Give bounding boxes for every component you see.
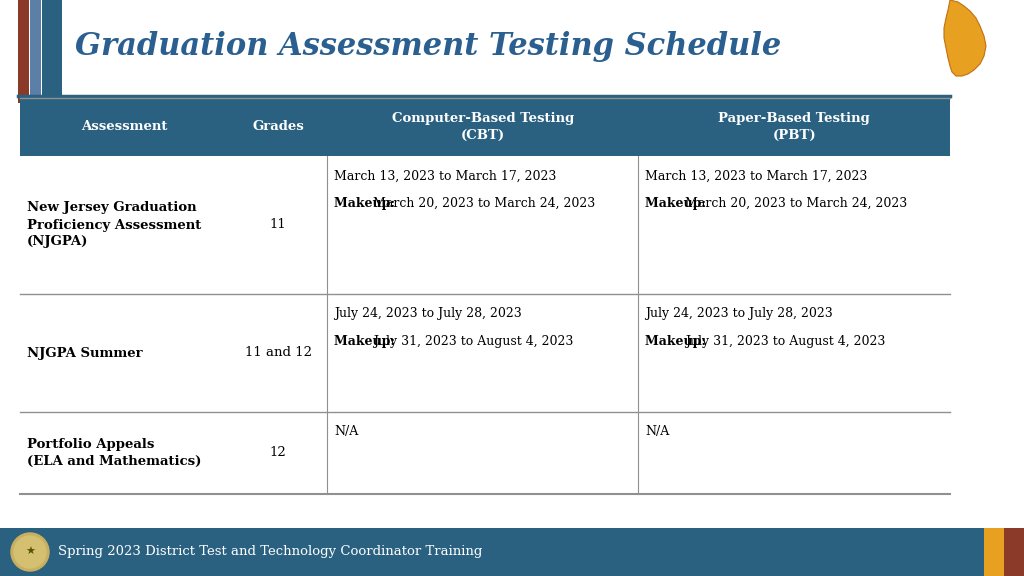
Text: Makeup:: Makeup:: [334, 196, 399, 210]
Polygon shape: [944, 0, 986, 76]
Text: Graduation Assessment Testing Schedule: Graduation Assessment Testing Schedule: [75, 32, 781, 63]
Bar: [30, 0, 41, 103]
Text: Portfolio Appeals
(ELA and Mathematics): Portfolio Appeals (ELA and Mathematics): [27, 438, 202, 468]
Text: Computer-Based Testing
(CBT): Computer-Based Testing (CBT): [391, 112, 573, 142]
Bar: [20, 294, 950, 412]
Text: ★: ★: [25, 547, 35, 557]
Text: Paper-Based Testing
(PBT): Paper-Based Testing (PBT): [719, 112, 870, 142]
Bar: [18, 0, 29, 103]
Text: 11: 11: [269, 218, 287, 232]
Text: New Jersey Graduation
Proficiency Assessment
(NJGPA): New Jersey Graduation Proficiency Assess…: [27, 202, 202, 248]
Text: Spring 2023 District Test and Technology Coordinator Training: Spring 2023 District Test and Technology…: [58, 545, 482, 559]
Text: March 20, 2023 to March 24, 2023: March 20, 2023 to March 24, 2023: [685, 196, 907, 210]
Text: Grades: Grades: [252, 120, 304, 134]
Text: July 24, 2023 to July 28, 2023: July 24, 2023 to July 28, 2023: [645, 308, 834, 320]
Text: July 24, 2023 to July 28, 2023: July 24, 2023 to July 28, 2023: [334, 308, 521, 320]
Text: Makeup:: Makeup:: [645, 335, 711, 347]
Text: March 13, 2023 to March 17, 2023: March 13, 2023 to March 17, 2023: [645, 169, 867, 182]
Bar: [0, 528, 1024, 576]
Bar: [1004, 528, 1024, 576]
Text: July 31, 2023 to August 4, 2023: July 31, 2023 to August 4, 2023: [373, 335, 573, 347]
Bar: [20, 98, 950, 156]
Text: N/A: N/A: [334, 425, 358, 438]
Text: Assessment: Assessment: [82, 120, 168, 134]
Text: July 31, 2023 to August 4, 2023: July 31, 2023 to August 4, 2023: [685, 335, 885, 347]
Circle shape: [11, 533, 49, 571]
Bar: [20, 156, 950, 294]
Bar: [42, 0, 62, 103]
Text: 12: 12: [269, 446, 287, 460]
Text: March 13, 2023 to March 17, 2023: March 13, 2023 to March 17, 2023: [334, 169, 556, 182]
Text: March 20, 2023 to March 24, 2023: March 20, 2023 to March 24, 2023: [373, 196, 596, 210]
Text: Makeup:: Makeup:: [334, 335, 399, 347]
Text: NJGPA Summer: NJGPA Summer: [27, 347, 142, 359]
Text: Makeup:: Makeup:: [645, 196, 711, 210]
Bar: [984, 528, 1004, 576]
Text: N/A: N/A: [645, 425, 670, 438]
Bar: [20, 412, 950, 494]
Text: 11 and 12: 11 and 12: [245, 347, 311, 359]
Circle shape: [14, 536, 46, 568]
